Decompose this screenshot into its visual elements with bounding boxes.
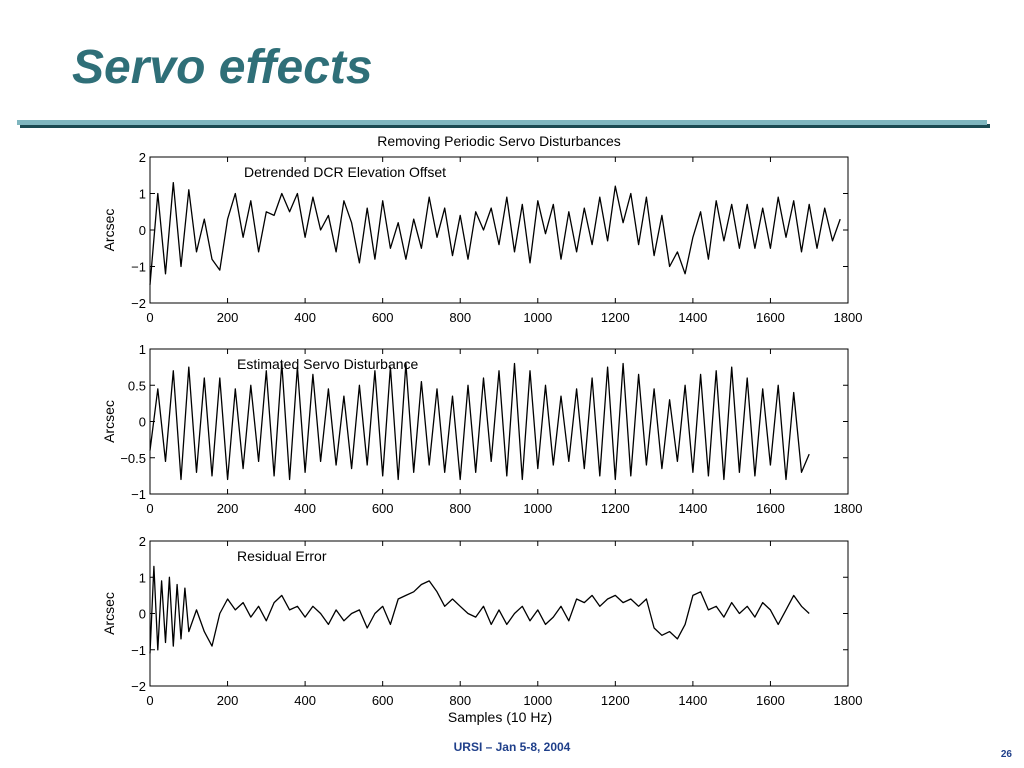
chart-2-xtick-label: 1800 <box>834 501 863 516</box>
chart-3-ylabel: Arcsec <box>101 592 117 635</box>
chart-2-ytick-label: 1 <box>139 342 146 357</box>
chart-2-ylabel: Arcsec <box>101 400 117 443</box>
chart-3-xtick-label: 0 <box>146 693 153 708</box>
chart-2-xtick-label: 1200 <box>601 501 630 516</box>
page-number: 26 <box>1000 749 1012 760</box>
chart-2-xtick-label: 1600 <box>756 501 785 516</box>
slide-title: Servo effects <box>72 41 373 94</box>
chart-1-xtick-label: 200 <box>217 310 239 325</box>
chart-3-annotation: Residual Error <box>237 548 327 564</box>
chart-3-xtick-label: 600 <box>372 693 394 708</box>
chart-3-xlabel: Samples (10 Hz) <box>448 709 552 725</box>
servo-charts: Removing Periodic Servo Disturbances −2 −1… <box>101 133 863 725</box>
chart-1-title: Removing Periodic Servo Disturbances <box>377 133 621 149</box>
title-divider <box>17 120 987 125</box>
chart-3-xtick-label: 1200 <box>601 693 630 708</box>
chart-1-xtick-label: 1200 <box>601 310 630 325</box>
chart-2-xtick-label: 200 <box>217 501 239 516</box>
chart-3-ytick-label: 1 <box>139 570 146 585</box>
chart-1-annotation: Detrended DCR Elevation Offset <box>244 164 446 180</box>
chart-2-ytick-label: 0 <box>139 415 146 430</box>
chart-1-ytick-label: 2 <box>139 150 146 165</box>
chart-1-ylabel: Arcsec <box>101 209 117 252</box>
chart-2-xtick-label: 400 <box>294 501 316 516</box>
chart-2-xtick-label: 0 <box>146 501 153 516</box>
chart-1-xtick-label: 1600 <box>756 310 785 325</box>
title-divider-shadow <box>20 124 990 128</box>
chart-1-series-line <box>149 181 841 285</box>
chart-3-series-line <box>149 565 810 654</box>
chart-1-ytick-label: 1 <box>139 187 146 202</box>
chart-1-xtick-label: 400 <box>294 310 316 325</box>
footer-text: URSI – Jan 5-8, 2004 <box>453 740 571 754</box>
chart-2-xtick-label: 1000 <box>523 501 552 516</box>
chart-2-xtick-label: 600 <box>372 501 394 516</box>
chart-1-xtick-label: 600 <box>372 310 394 325</box>
chart-1-ytick-label: 0 <box>139 223 146 238</box>
chart-3-ytick-label: −1 <box>131 643 146 658</box>
chart-1-ytick-label: −1 <box>131 260 146 275</box>
chart-1-xtick-label: 1000 <box>523 310 552 325</box>
chart-1-xtick-label: 1400 <box>678 310 707 325</box>
chart-3-xtick-label: 1400 <box>678 693 707 708</box>
chart-2-ytick-label: −0.5 <box>120 451 146 466</box>
chart-2-ytick-label: −1 <box>131 487 146 502</box>
chart-3-xtick-label: 1600 <box>756 693 785 708</box>
chart-3-xtick-label: 800 <box>449 693 471 708</box>
chart-3-xtick-label: 200 <box>217 693 239 708</box>
chart-1-xtick-label: 0 <box>146 310 153 325</box>
chart-2-annotation: Estimated Servo Disturbance <box>237 356 419 372</box>
chart-2-series-line <box>149 362 810 481</box>
chart-2-xtick-label: 800 <box>449 501 471 516</box>
chart-3-ytick-label: 0 <box>139 607 146 622</box>
chart-3-xtick-label: 1000 <box>523 693 552 708</box>
chart-1-ytick-label: −2 <box>131 296 146 311</box>
chart-1-xtick-label: 800 <box>449 310 471 325</box>
chart-3-xtick-label: 1800 <box>834 693 863 708</box>
chart-3-ytick-label: −2 <box>131 679 146 694</box>
chart-2-xtick-label: 1400 <box>678 501 707 516</box>
chart-2-ytick-label: 0.5 <box>128 378 146 393</box>
chart-3-xtick-label: 400 <box>294 693 316 708</box>
chart-1-xtick-label: 1800 <box>834 310 863 325</box>
chart-3-ytick-label: 2 <box>139 534 146 549</box>
